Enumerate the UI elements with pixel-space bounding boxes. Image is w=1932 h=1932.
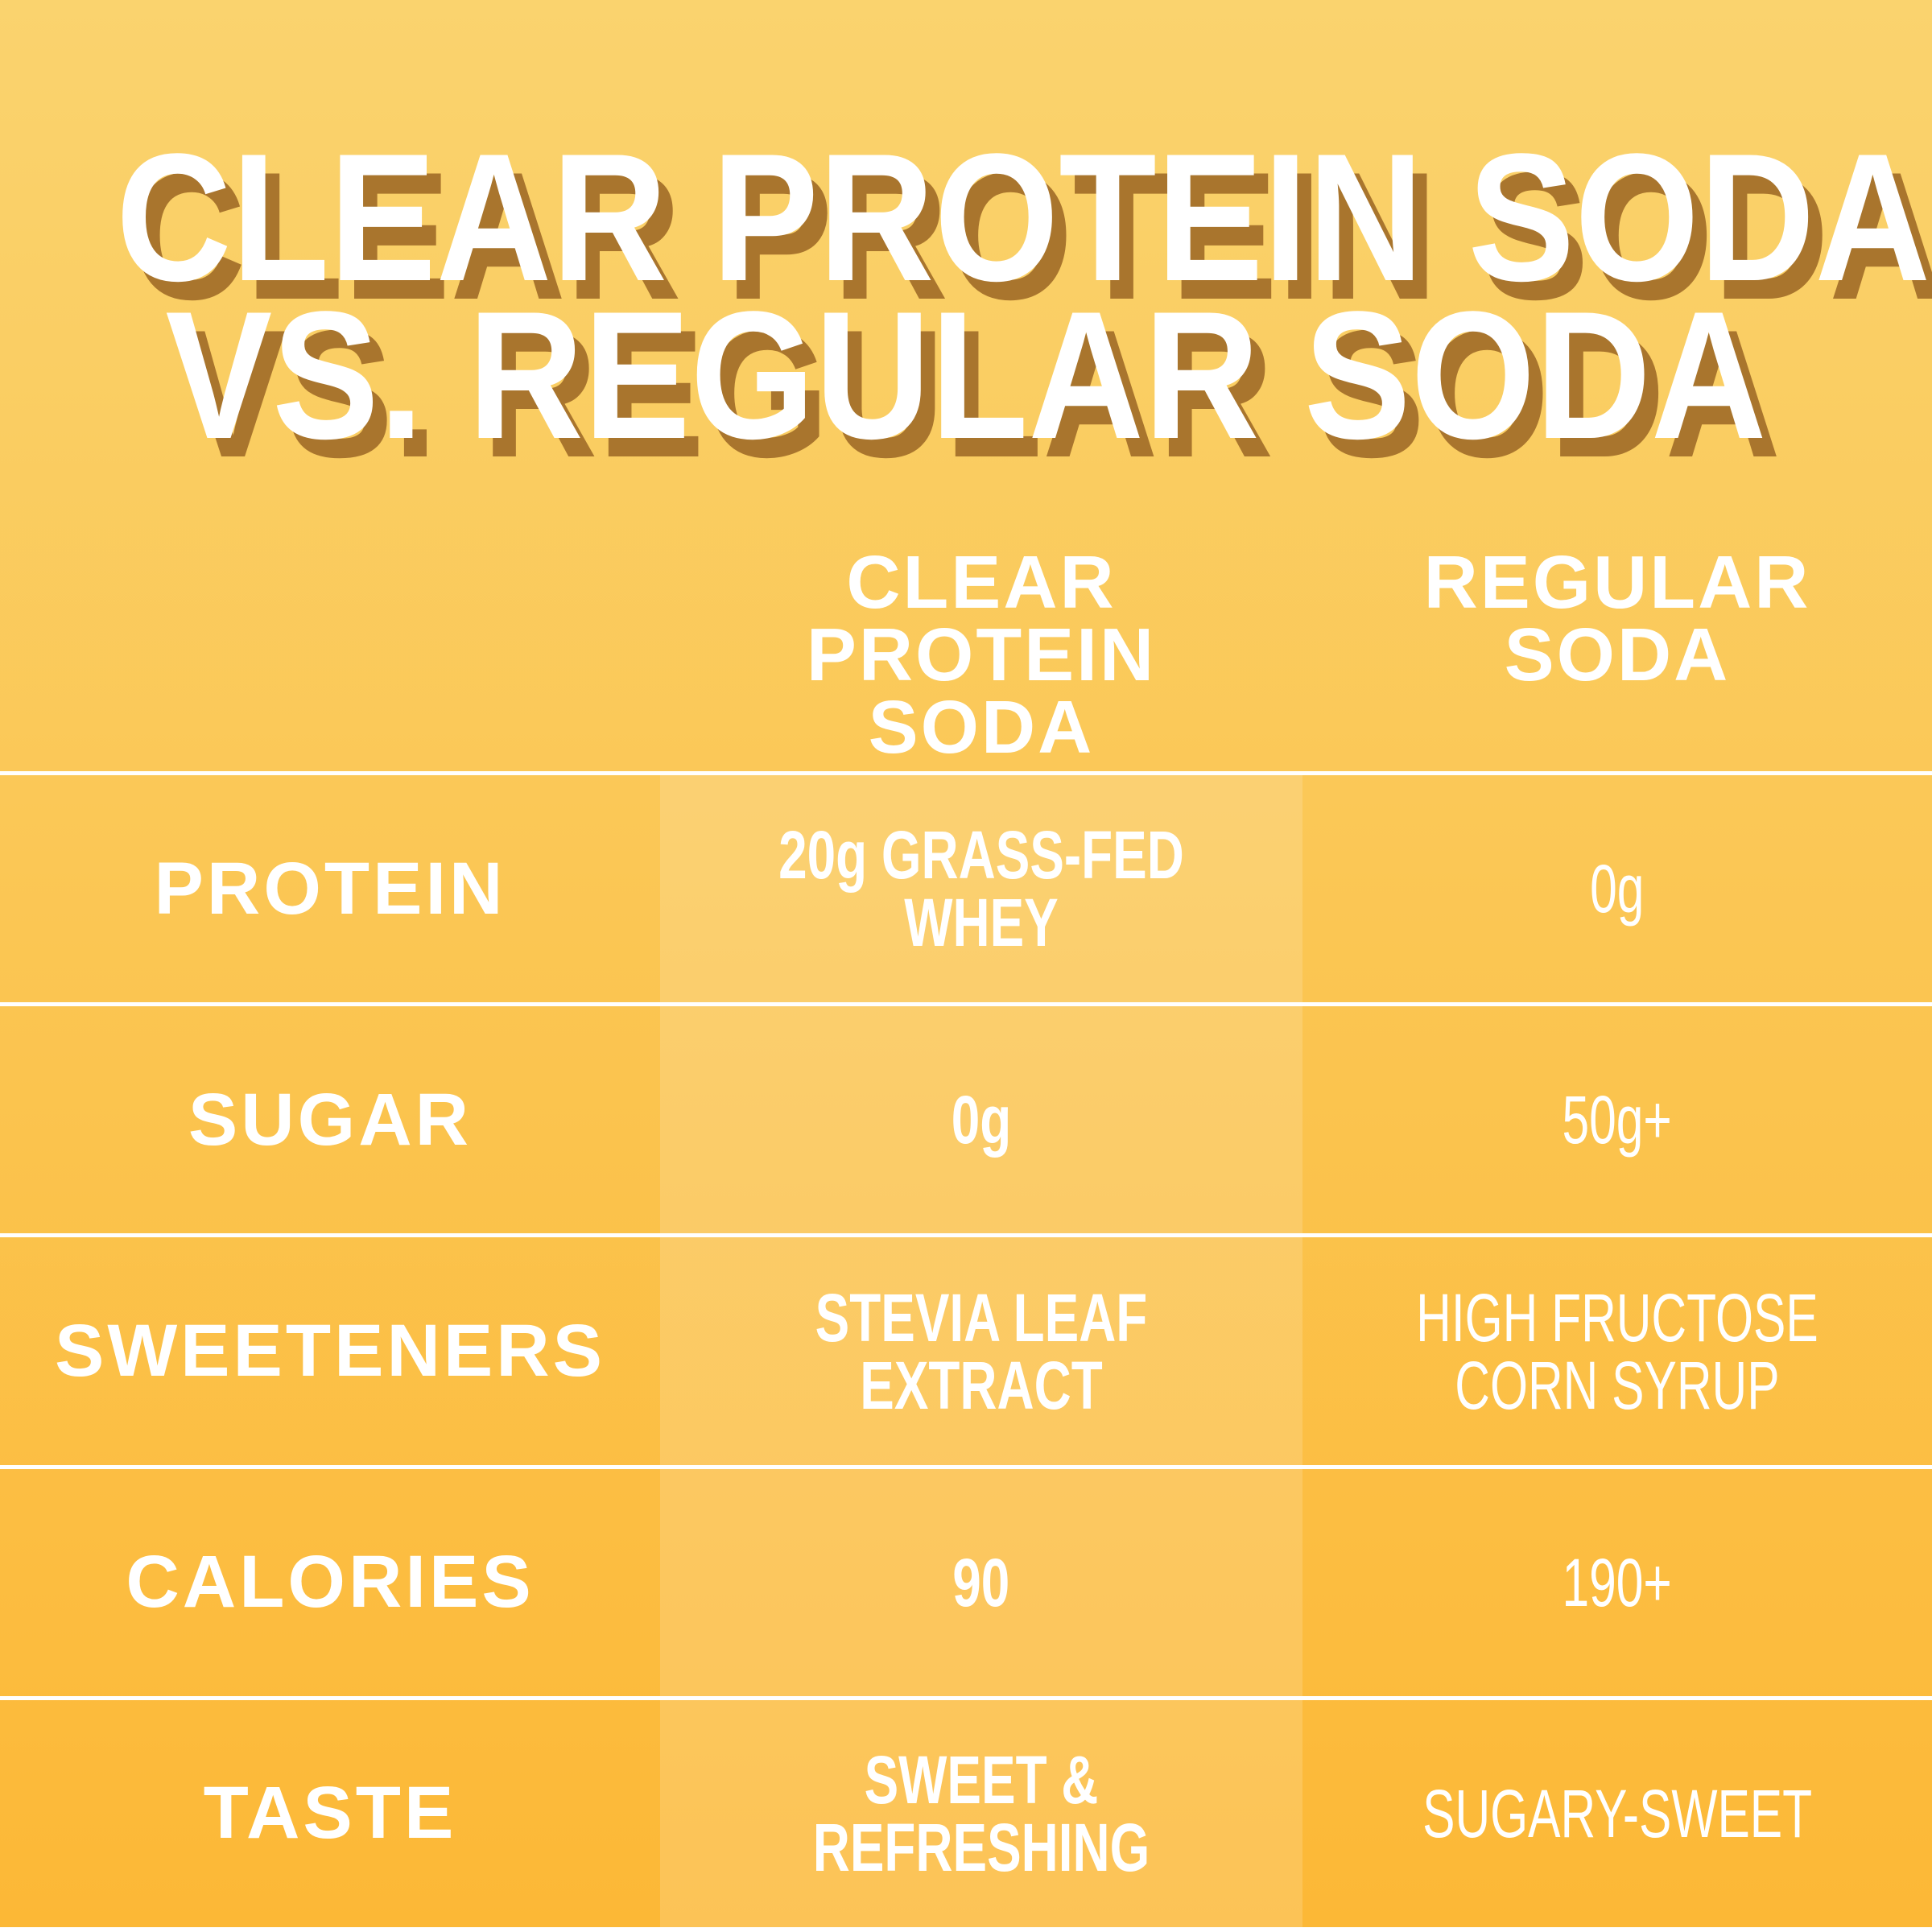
table-row-sugar: SUGAR 0g 50g+ xyxy=(0,1002,1932,1234)
clear-protein-soda-cell: STEVIA LEAF EXTRACT xyxy=(660,1237,1302,1465)
regular-soda-cell: 190+ xyxy=(1302,1469,1932,1696)
clear-protein-soda-value: SWEET & REFRESHING xyxy=(812,1741,1150,1885)
row-label: TASTE xyxy=(203,1772,457,1855)
page-title-line-2: VS. REGULAR SODA xyxy=(165,273,1767,477)
regular-soda-cell: 0g xyxy=(1302,775,1932,1002)
table-row-taste: TASTE SWEET & REFRESHING SUGARY-SWEET xyxy=(0,1695,1932,1928)
row-label-cell: CALORIES xyxy=(0,1469,660,1696)
regular-soda-cell: 50g+ xyxy=(1302,1006,1932,1233)
clear-protein-soda-cell: 0g xyxy=(660,1006,1302,1234)
row-label-cell: SUGAR xyxy=(0,1006,660,1233)
regular-soda-value: SUGARY-SWEET xyxy=(1422,1775,1812,1852)
regular-soda-cell: SUGARY-SWEET xyxy=(1302,1700,1932,1927)
row-label: SUGAR xyxy=(188,1078,473,1161)
table-row-sweeteners: SWEETENERS STEVIA LEAF EXTRACT HIGH FRUC… xyxy=(0,1233,1932,1465)
clear-protein-soda-value: 90 xyxy=(952,1544,1010,1620)
column-header-spacer xyxy=(0,546,660,763)
row-label: SWEETENERS xyxy=(54,1310,606,1392)
clear-protein-soda-value: 0g xyxy=(951,1082,1012,1158)
table-row-protein: PROTEIN 20g GRASS-FED WHEY 0g xyxy=(0,771,1932,1003)
regular-soda-cell: HIGH FRUCTOSE CORN SYRUP xyxy=(1302,1237,1932,1464)
regular-soda-value: 190+ xyxy=(1562,1544,1673,1620)
page-title: CLEAR PROTEIN SODA VS. REGULAR SODA xyxy=(0,115,1932,477)
row-label: PROTEIN xyxy=(154,847,506,930)
column-header-clear-protein-soda: CLEAR PROTEIN SODA xyxy=(806,540,1157,769)
regular-soda-value: 50g+ xyxy=(1562,1082,1673,1158)
column-header-regular-soda: REGULAR SODA xyxy=(1423,540,1811,696)
row-label: CALORIES xyxy=(126,1541,535,1624)
clear-protein-soda-value: STEVIA LEAF EXTRACT xyxy=(815,1279,1148,1423)
regular-soda-value: 0g xyxy=(1590,851,1645,927)
row-label-cell: SWEETENERS xyxy=(0,1237,660,1464)
page-title-line-1: CLEAR PROTEIN SODA xyxy=(116,115,1931,319)
table-row-calories: CALORIES 90 190+ xyxy=(0,1464,1932,1696)
regular-soda-value: HIGH FRUCTOSE CORN SYRUP xyxy=(1416,1279,1818,1423)
clear-protein-soda-cell: 90 xyxy=(660,1468,1302,1696)
table-column-headers: CLEAR PROTEIN SODA REGULAR SODA xyxy=(0,540,1932,769)
row-label-cell: TASTE xyxy=(0,1700,660,1927)
clear-protein-soda-cell: SWEET & REFRESHING xyxy=(660,1699,1302,1928)
row-label-cell: PROTEIN xyxy=(0,775,660,1002)
clear-protein-soda-cell: 20g GRASS-FED WHEY xyxy=(660,775,1302,1003)
clear-protein-soda-value: 20g GRASS-FED WHEY xyxy=(778,817,1184,961)
comparison-table: PROTEIN 20g GRASS-FED WHEY 0g SUGAR 0g 5… xyxy=(0,771,1932,1932)
